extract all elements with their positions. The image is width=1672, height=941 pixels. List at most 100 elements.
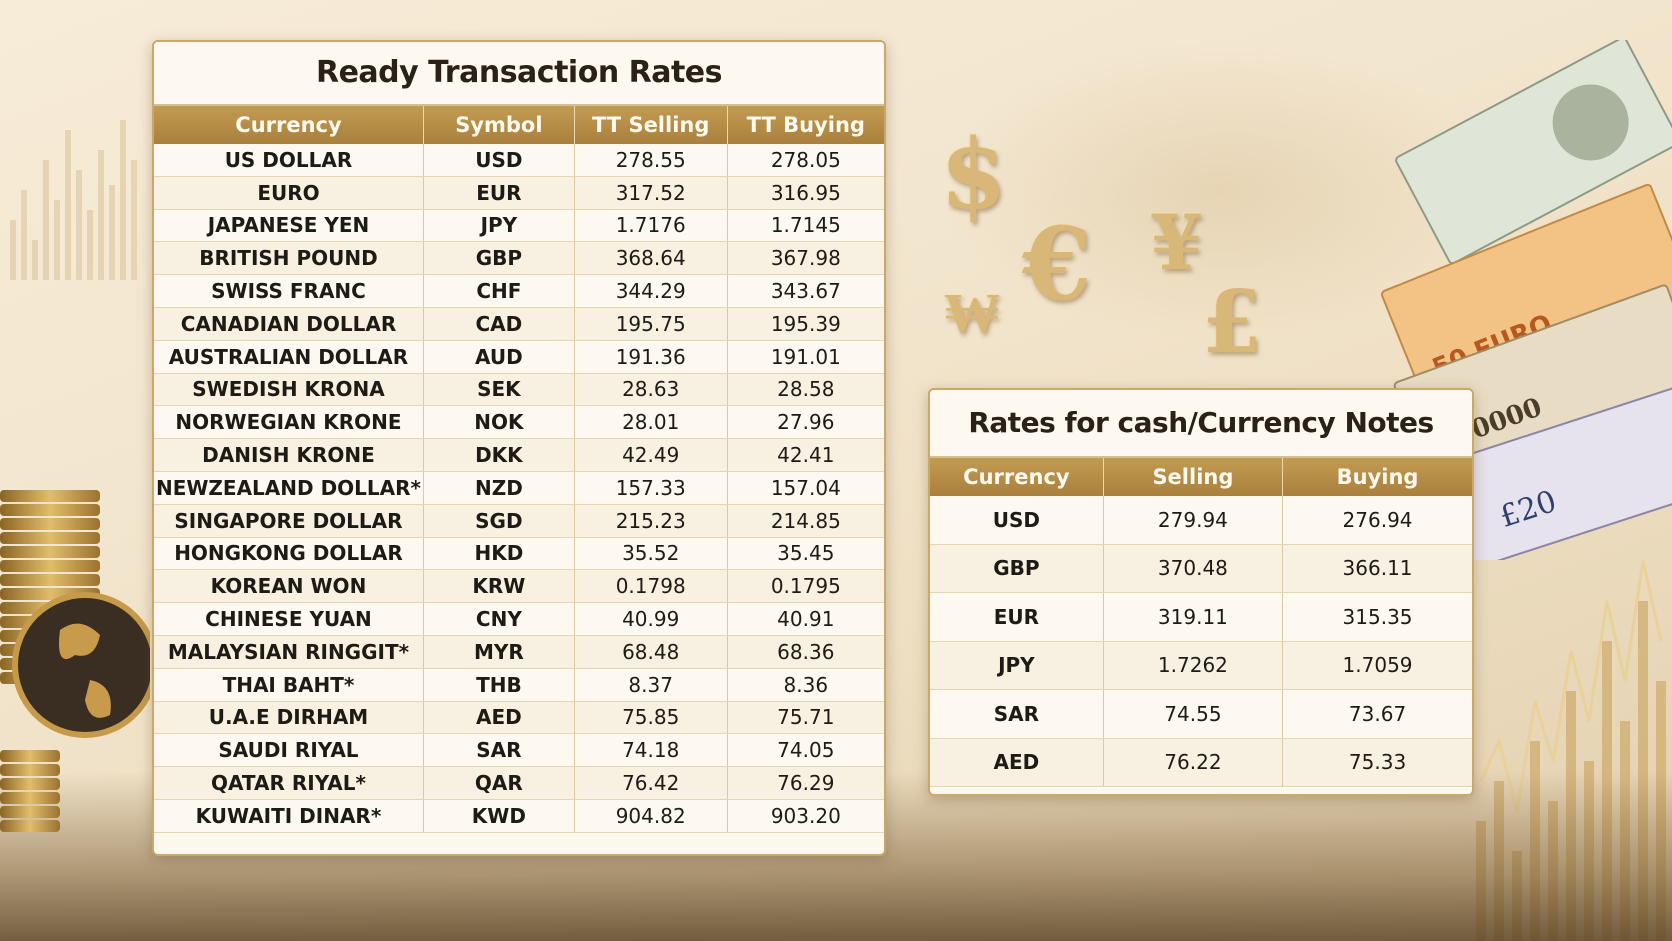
symbol-cell: KRW bbox=[423, 569, 575, 604]
tt-selling-cell: 0.1798 bbox=[574, 569, 728, 604]
currency-cell: JAPANESE YEN bbox=[154, 209, 424, 243]
symbol-cell: CNY bbox=[423, 602, 575, 636]
table-row: SAUDI RIYAL SAR 74.18 74.05 bbox=[154, 733, 884, 768]
buying-cell: 1.7059 bbox=[1282, 641, 1472, 690]
symbol-cell: QAR bbox=[423, 766, 575, 800]
currency-cell: US DOLLAR bbox=[154, 144, 424, 177]
tt-selling-cell: 28.63 bbox=[574, 373, 728, 407]
tt-selling-cell: 215.23 bbox=[574, 504, 728, 538]
tt-selling-cell: 195.75 bbox=[574, 307, 728, 341]
tt-selling-cell: 35.52 bbox=[574, 537, 728, 571]
symbol-cell: USD bbox=[423, 144, 575, 177]
table-row: KUWAITI DINAR* KWD 904.82 903.20 bbox=[154, 799, 884, 833]
buying-cell: 276.94 bbox=[1282, 496, 1472, 545]
tt-rates-table: Currency Symbol TT Selling TT Buying US … bbox=[154, 106, 884, 833]
tt-buying-cell: 214.85 bbox=[727, 504, 884, 538]
tt-buying-cell: 68.36 bbox=[727, 635, 884, 669]
currency-cell: AED bbox=[930, 738, 1104, 787]
tt-buying-cell: 75.71 bbox=[727, 701, 884, 735]
tt-buying-cell: 27.96 bbox=[727, 405, 884, 440]
column-header-buying: Buying bbox=[1282, 458, 1472, 496]
selling-cell: 279.94 bbox=[1103, 496, 1284, 545]
tt-selling-cell: 1.7176 bbox=[574, 209, 728, 243]
selling-cell: 76.22 bbox=[1103, 738, 1284, 787]
currency-cell: EUR bbox=[930, 592, 1104, 642]
tt-selling-cell: 40.99 bbox=[574, 602, 728, 636]
currency-cell: KUWAITI DINAR* bbox=[154, 799, 424, 833]
buying-cell: 315.35 bbox=[1282, 592, 1472, 642]
tt-selling-cell: 68.48 bbox=[574, 635, 728, 669]
cash-rates-table: Currency Selling Buying USD 279.94 276.94 G… bbox=[930, 458, 1472, 787]
selling-cell: 370.48 bbox=[1103, 544, 1284, 593]
currency-cell: MALAYSIAN RINGGIT* bbox=[154, 635, 424, 669]
table-row: SAR 74.55 73.67 bbox=[930, 689, 1472, 739]
column-header-tt-selling: TT Selling bbox=[574, 106, 728, 144]
table-row: MALAYSIAN RINGGIT* MYR 68.48 68.36 bbox=[154, 635, 884, 669]
tt-selling-cell: 344.29 bbox=[574, 274, 728, 308]
tt-selling-cell: 368.64 bbox=[574, 241, 728, 276]
tt-buying-cell: 0.1795 bbox=[727, 569, 884, 604]
currency-cell: THAI BAHT* bbox=[154, 668, 424, 702]
currency-cell: SINGAPORE DOLLAR bbox=[154, 504, 424, 538]
column-header-currency: Currency bbox=[154, 106, 424, 144]
tt-buying-cell: 42.41 bbox=[727, 438, 884, 472]
symbol-cell: SGD bbox=[423, 504, 575, 538]
cash-rates-header-row: Currency Selling Buying bbox=[930, 458, 1472, 496]
tt-selling-cell: 317.52 bbox=[574, 176, 728, 210]
tt-buying-cell: 74.05 bbox=[727, 733, 884, 768]
table-row: SWEDISH KRONA SEK 28.63 28.58 bbox=[154, 373, 884, 407]
tt-buying-cell: 278.05 bbox=[727, 144, 884, 177]
tt-selling-cell: 904.82 bbox=[574, 799, 728, 833]
table-row: KOREAN WON KRW 0.1798 0.1795 bbox=[154, 569, 884, 604]
tt-selling-cell: 76.42 bbox=[574, 766, 728, 800]
symbol-cell: DKK bbox=[423, 438, 575, 472]
tt-selling-cell: 278.55 bbox=[574, 144, 728, 177]
symbol-cell: SAR bbox=[423, 733, 575, 768]
table-row: EUR 319.11 315.35 bbox=[930, 592, 1472, 642]
table-row: NORWEGIAN KRONE NOK 28.01 27.96 bbox=[154, 405, 884, 440]
table-row: CHINESE YUAN CNY 40.99 40.91 bbox=[154, 602, 884, 636]
symbol-cell: JPY bbox=[423, 209, 575, 243]
symbol-cell: NZD bbox=[423, 471, 575, 505]
yen-sign-icon: ¥ bbox=[1150, 198, 1203, 287]
tt-selling-cell: 157.33 bbox=[574, 471, 728, 505]
currency-cell: SAR bbox=[930, 689, 1104, 739]
tt-buying-cell: 76.29 bbox=[727, 766, 884, 800]
tt-buying-cell: 903.20 bbox=[727, 799, 884, 833]
tt-buying-cell: 35.45 bbox=[727, 537, 884, 571]
table-row: EURO EUR 317.52 316.95 bbox=[154, 176, 884, 210]
symbol-cell: AUD bbox=[423, 340, 575, 374]
coin-stack-icon bbox=[0, 490, 150, 832]
tt-selling-cell: 42.49 bbox=[574, 438, 728, 472]
selling-cell: 74.55 bbox=[1103, 689, 1284, 739]
tt-buying-cell: 157.04 bbox=[727, 471, 884, 505]
tt-buying-cell: 1.7145 bbox=[727, 209, 884, 243]
currency-cell: NORWEGIAN KRONE bbox=[154, 405, 424, 440]
tt-rates-card: Ready Transaction Rates Currency Symbol … bbox=[152, 40, 886, 856]
tt-selling-cell: 8.37 bbox=[574, 668, 728, 702]
tt-rates-header-row: Currency Symbol TT Selling TT Buying bbox=[154, 106, 884, 144]
currency-cell: QATAR RIYAL* bbox=[154, 766, 424, 800]
currency-cell: BRITISH POUND bbox=[154, 241, 424, 276]
symbol-cell: EUR bbox=[423, 176, 575, 210]
tt-buying-cell: 191.01 bbox=[727, 340, 884, 374]
tt-rates-title: Ready Transaction Rates bbox=[154, 42, 884, 106]
table-row: DANISH KRONE DKK 42.49 42.41 bbox=[154, 438, 884, 472]
currency-cell: NEWZEALAND DOLLAR* bbox=[154, 471, 424, 505]
table-row: U.A.E DIRHAM AED 75.85 75.71 bbox=[154, 701, 884, 735]
currency-cell: SWEDISH KRONA bbox=[154, 373, 424, 407]
pound-sign-icon: £ bbox=[1202, 272, 1262, 373]
table-row: USD 279.94 276.94 bbox=[930, 496, 1472, 545]
table-row: QATAR RIYAL* QAR 76.42 76.29 bbox=[154, 766, 884, 800]
symbol-cell: GBP bbox=[423, 241, 575, 276]
symbol-cell: MYR bbox=[423, 635, 575, 669]
table-row: US DOLLAR USD 278.55 278.05 bbox=[154, 144, 884, 177]
table-row: AUSTRALIAN DOLLAR AUD 191.36 191.01 bbox=[154, 340, 884, 374]
currency-cell: KOREAN WON bbox=[154, 569, 424, 604]
currency-cell: CHINESE YUAN bbox=[154, 602, 424, 636]
cash-rates-title: Rates for cash/Currency Notes bbox=[930, 390, 1472, 458]
symbol-cell: KWD bbox=[423, 799, 575, 833]
currency-cell: SWISS FRANC bbox=[154, 274, 424, 308]
tt-selling-cell: 75.85 bbox=[574, 701, 728, 735]
euro-sign-icon: € bbox=[1022, 205, 1092, 323]
